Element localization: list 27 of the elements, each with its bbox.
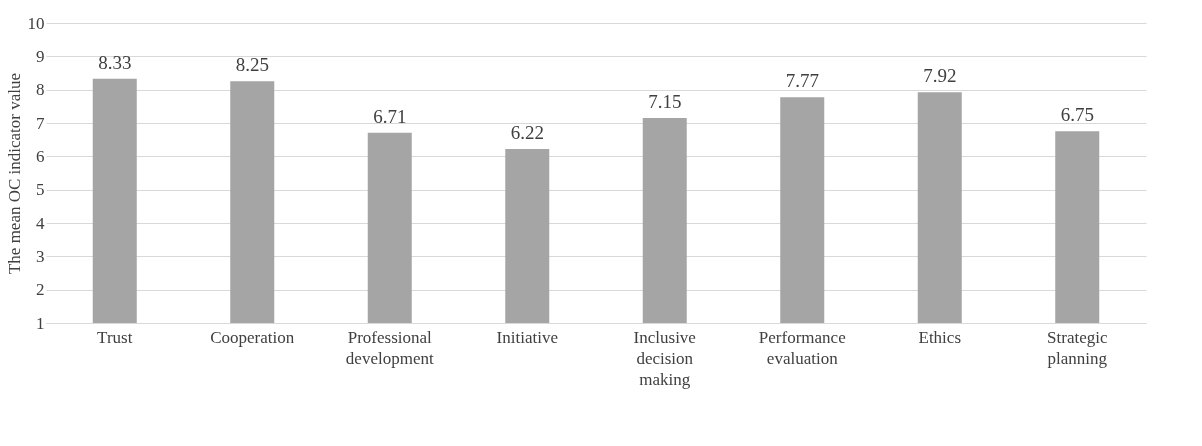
x-tick-label: Professional development [345,327,434,368]
y-tick-label: 3 [36,246,45,266]
data-label: 6.22 [510,122,544,143]
data-label: 7.92 [923,65,957,87]
y-tick-label: 2 [36,280,45,300]
y-axis-title: The mean OC indicator value [4,72,24,275]
y-tick-label: 8 [36,80,45,100]
y-tick-label: 6 [36,146,45,166]
data-label: 7.15 [648,91,682,112]
data-label: 8.33 [98,51,132,73]
y-tick-label: 4 [36,213,45,233]
data-label: 6.71 [373,105,407,127]
x-tick-label: Cooperation [210,327,295,347]
y-tick-label: 10 [27,13,45,33]
x-tick-label: Trust [97,327,133,347]
y-tick-label: 5 [36,180,45,200]
data-label: 8.25 [235,54,269,76]
y-tick-label: 9 [36,46,45,66]
x-tick-label: Initiative [496,327,558,347]
x-tick-label: Performance evaluation [758,327,846,368]
y-tick-label: 1 [36,313,45,333]
data-label: 6.75 [1060,104,1094,126]
y-tick-label: 7 [36,113,45,133]
x-tick-label: Inclusive decision making [633,327,696,389]
x-tick-label: Strategic planning [1047,327,1108,368]
x-tick-label: Ethics [918,327,961,347]
data-label: 7.77 [785,70,819,92]
